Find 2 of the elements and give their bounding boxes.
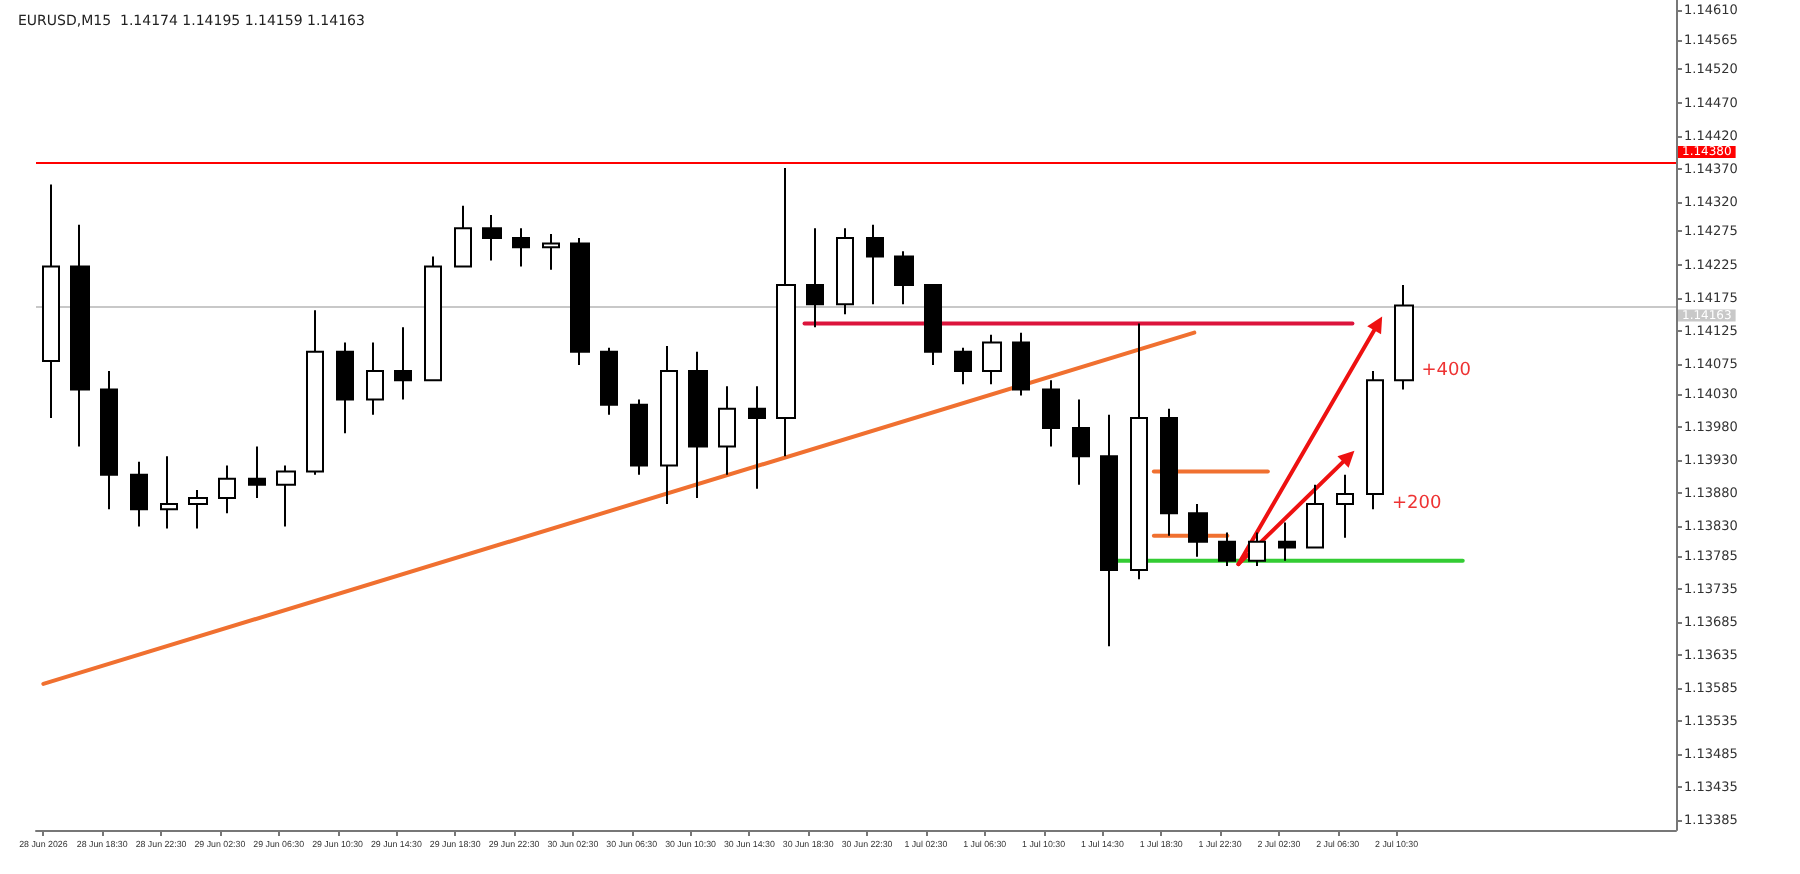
annotation: +400: [1421, 361, 1472, 382]
annotation: +200: [1392, 494, 1442, 515]
